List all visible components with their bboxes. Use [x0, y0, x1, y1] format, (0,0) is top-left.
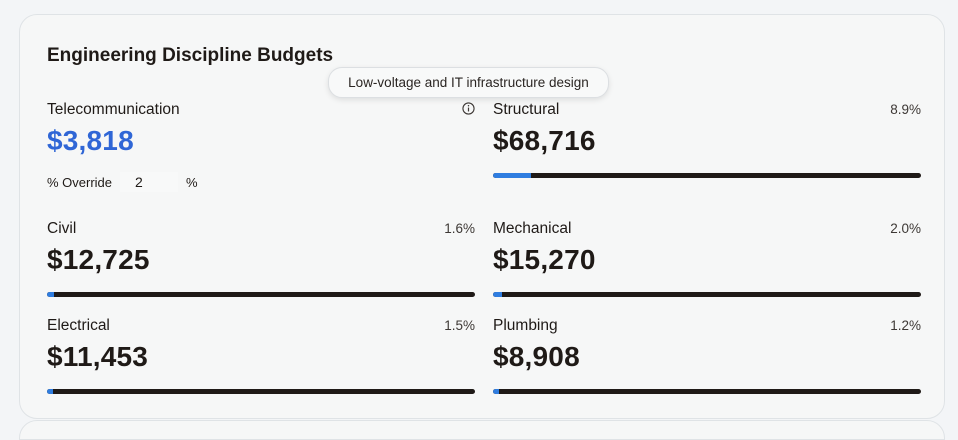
budget-bar-fill — [47, 292, 54, 297]
budget-bar-fill — [493, 173, 532, 178]
discipline-label: Structural — [493, 101, 560, 118]
card-title: Engineering Discipline Budgets — [47, 45, 334, 66]
discipline-label: Telecommunication — [47, 101, 180, 118]
discipline-label: Electrical — [47, 317, 110, 334]
discipline-percent: 1.2% — [890, 318, 921, 333]
budget-bar — [47, 292, 475, 297]
discipline-percent: 1.5% — [444, 318, 475, 333]
discipline-percent: 2.0% — [890, 221, 921, 236]
discipline-label: Mechanical — [493, 220, 572, 237]
percent-override: % Override % — [47, 172, 198, 192]
discipline-percent: 1.6% — [444, 221, 475, 236]
next-card-edge — [19, 420, 945, 440]
discipline-amount: $11,453 — [47, 341, 149, 372]
tooltip: Low-voltage and IT infrastructure design — [328, 67, 609, 98]
budget-bar — [493, 292, 921, 297]
budget-bar-fill — [47, 389, 54, 394]
override-input[interactable] — [120, 172, 179, 192]
discipline-amount: $68,716 — [493, 125, 596, 156]
budget-bar — [493, 173, 921, 178]
override-label: % Override — [47, 174, 113, 190]
budget-bar-fill — [493, 292, 502, 297]
override-unit: % — [186, 174, 198, 190]
budget-bar-fill — [493, 389, 499, 394]
info-icon[interactable] — [462, 102, 475, 115]
discipline-amount: $15,270 — [493, 244, 596, 275]
discipline-budgets-card: Engineering Discipline Budgets Telecommu… — [19, 14, 945, 419]
discipline-label: Plumbing — [493, 317, 558, 334]
budget-bar — [47, 389, 475, 394]
discipline-amount: $3,818 — [47, 125, 134, 156]
discipline-percent: 8.9% — [890, 102, 921, 117]
discipline-label: Civil — [47, 220, 77, 237]
discipline-amount: $8,908 — [493, 341, 580, 372]
budget-bar — [493, 389, 921, 394]
discipline-amount: $12,725 — [47, 244, 150, 275]
